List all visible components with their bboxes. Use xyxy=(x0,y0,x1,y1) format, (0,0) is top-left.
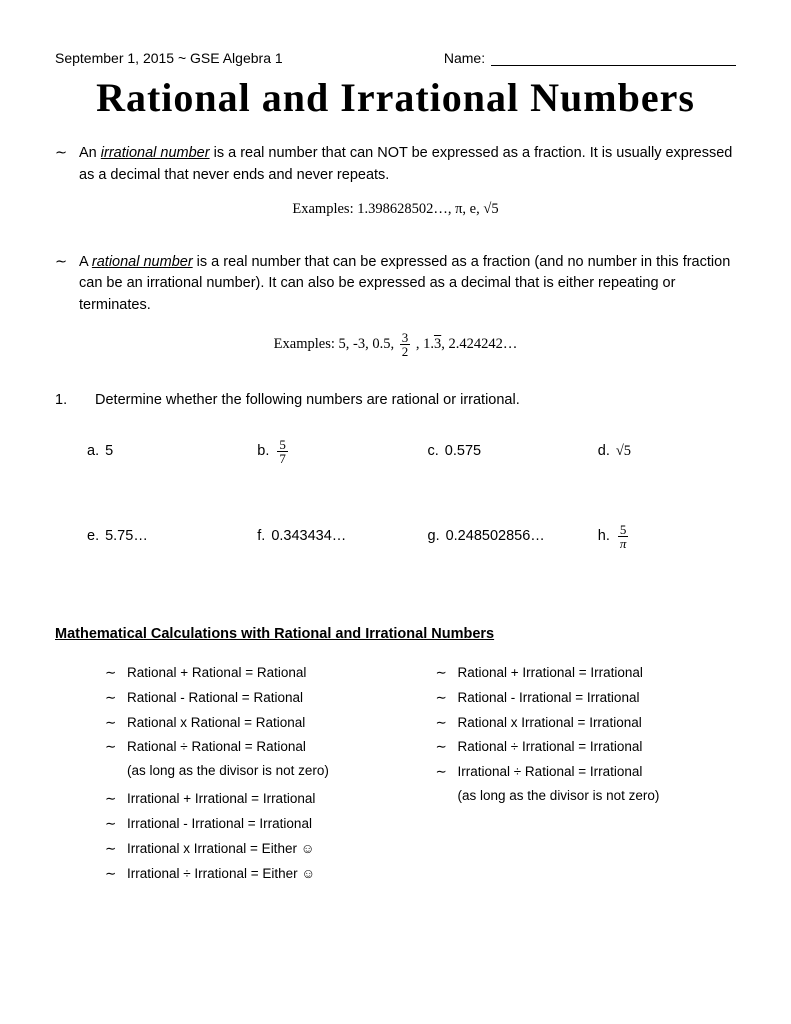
fraction-five-sevenths: 5 7 xyxy=(277,438,288,465)
question-1: 1. Determine whether the following numbe… xyxy=(55,392,736,408)
question-number: 1. xyxy=(55,392,95,408)
rule-line: ∼Rational + Rational = Rational xyxy=(105,664,406,683)
rules-right-column: ∼Rational + Irrational = Irrational ∼Rat… xyxy=(436,664,737,890)
fraction-three-halves: 32 xyxy=(400,331,411,358)
rule-line: ∼Rational ÷ Rational = Rational xyxy=(105,738,406,757)
rule-caveat: (as long as the divisor is not zero) xyxy=(127,763,406,778)
rule-line: ∼Rational x Irrational = Irrational xyxy=(436,714,737,733)
rule-line: ∼Irrational ÷ Irrational = Either ☺ xyxy=(105,865,406,884)
rule-line: ∼Irrational ÷ Rational = Irrational xyxy=(436,763,737,782)
name-blank-line xyxy=(491,65,736,66)
rules-columns: ∼Rational + Rational = Rational ∼Rationa… xyxy=(55,664,736,890)
item-e: e. 5.75… xyxy=(55,523,225,550)
irrational-examples: Examples: 1.398628502…, π, e, √5 xyxy=(55,201,736,218)
term-irrational: irrational number xyxy=(101,145,210,161)
bullet-tilde: ∼ xyxy=(55,143,79,187)
rule-line: ∼Irrational + Irrational = Irrational xyxy=(105,790,406,809)
rational-examples: Examples: 5, -3, 0.5, 32 , 1.3, 2.424242… xyxy=(55,331,736,358)
item-g: g. 0.248502856… xyxy=(396,523,566,550)
rule-line: ∼Irrational - Irrational = Irrational xyxy=(105,815,406,834)
item-b: b. 5 7 xyxy=(225,438,395,465)
date-course: September 1, 2015 ~ GSE Algebra 1 xyxy=(55,50,283,66)
term-rational: rational number xyxy=(92,254,193,270)
bullet-tilde: ∼ xyxy=(55,252,79,317)
item-f: f. 0.343434… xyxy=(225,523,395,550)
item-h: h. 5 π xyxy=(566,523,736,550)
definition-irrational: ∼ An irrational number is a real number … xyxy=(55,143,736,187)
rule-line: ∼Irrational x Irrational = Either ☺ xyxy=(105,840,406,859)
item-d: d. √5 xyxy=(566,438,736,465)
item-c: c. 0.575 xyxy=(396,438,566,465)
item-a: a. 5 xyxy=(55,438,225,465)
fraction-five-over-pi: 5 π xyxy=(618,523,629,550)
page-header: September 1, 2015 ~ GSE Algebra 1 Name: xyxy=(55,50,736,66)
name-field: Name: xyxy=(444,50,736,66)
page-title: Rational and Irrational Numbers xyxy=(55,74,736,121)
rule-line: ∼Rational - Irrational = Irrational xyxy=(436,689,737,708)
question-prompt: Determine whether the following numbers … xyxy=(95,392,520,408)
worksheet-page: September 1, 2015 ~ GSE Algebra 1 Name: … xyxy=(0,0,791,930)
definition-rational: ∼ A rational number is a real number tha… xyxy=(55,252,736,317)
rule-line: ∼Rational + Irrational = Irrational xyxy=(436,664,737,683)
rule-line: ∼Rational ÷ Irrational = Irrational xyxy=(436,738,737,757)
question-1-items: a. 5 b. 5 7 c. 0.575 d. √5 e. 5.75… f. 0… xyxy=(55,438,736,608)
rules-left-column: ∼Rational + Rational = Rational ∼Rationa… xyxy=(55,664,406,890)
rule-caveat: (as long as the divisor is not zero) xyxy=(458,788,737,803)
section-title-calculations: Mathematical Calculations with Rational … xyxy=(55,626,736,642)
rule-line: ∼Rational x Rational = Rational xyxy=(105,714,406,733)
rule-line: ∼Rational - Rational = Rational xyxy=(105,689,406,708)
